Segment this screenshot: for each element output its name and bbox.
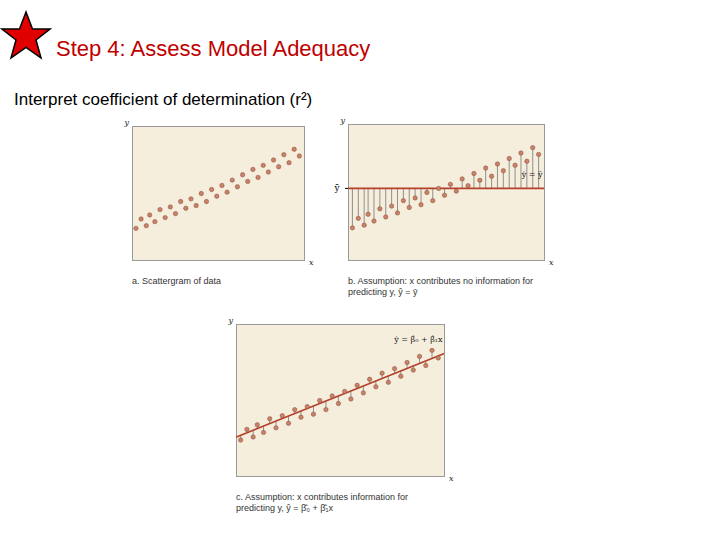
html-text:Step 4: Assess Model Adequacy: Step 4: Assess Model Adequacy <box>56 36 371 61</box>
html-text:c. Assumption: x contributes i: c. Assumption: x contributes information… <box>236 492 409 513</box>
svg-text:x: x <box>549 258 554 267</box>
html-text:b. Assumption: x contributes n: b. Assumption: x contributes no informat… <box>348 276 534 297</box>
svg-text:y: y <box>228 316 234 325</box>
svg-text:y: y <box>340 116 346 125</box>
html-text:Interpret coefficient of deter: Interpret coefficient of determination (… <box>14 90 313 109</box>
svg-text:ȳ: ȳ <box>333 183 340 193</box>
svg-text:y: y <box>124 118 130 127</box>
html-text:a. Scattergram of data: a. Scattergram of data <box>132 276 221 286</box>
svg-text:x: x <box>309 258 314 267</box>
svg-text:ŷ = ȳ: ŷ = ȳ <box>521 170 543 179</box>
svg-text:ŷ = β̂₀ + β̂₁x: ŷ = β̂₀ + β̂₁x <box>393 335 443 344</box>
svg-text:x: x <box>449 474 454 483</box>
